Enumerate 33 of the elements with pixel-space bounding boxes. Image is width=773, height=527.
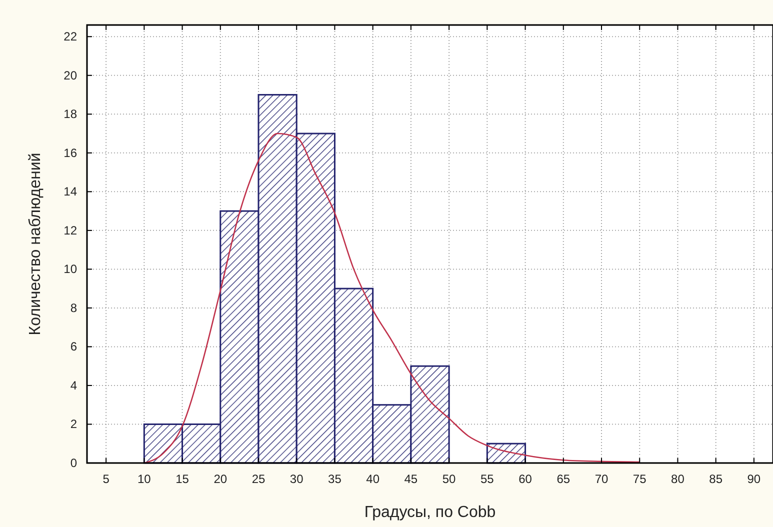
- x-tick-label: 55: [480, 472, 494, 486]
- x-tick-label: 65: [556, 472, 570, 486]
- y-tick-label: 6: [70, 340, 78, 354]
- x-tick-label: 35: [328, 472, 342, 486]
- x-tick-label: 80: [671, 472, 685, 486]
- y-tick-label: 16: [64, 146, 78, 160]
- y-tick-label: 2: [70, 417, 78, 432]
- x-tick-label: 70: [594, 472, 608, 486]
- y-tick-label: 12: [64, 223, 78, 238]
- x-tick-label: 85: [709, 472, 723, 486]
- x-axis-title: Градусы, по Cobb: [364, 504, 496, 521]
- y-tick-label: 20: [64, 68, 78, 82]
- x-tick-label: 50: [442, 472, 456, 486]
- x-tick-label: 75: [632, 472, 647, 486]
- x-tick-label: 90: [747, 472, 761, 486]
- y-tick-label: 22: [64, 30, 78, 44]
- x-tick-label: 45: [404, 472, 418, 486]
- y-tick-label: 18: [64, 107, 78, 122]
- y-tick-label: 4: [70, 378, 78, 392]
- x-tick-label: 30: [290, 472, 304, 486]
- y-tick-label: 8: [70, 300, 78, 315]
- y-tick-label: 0: [70, 456, 78, 470]
- x-tick-label: 60: [518, 472, 532, 486]
- x-tick-label: 15: [176, 472, 190, 486]
- x-tick-label: 40: [366, 472, 380, 486]
- x-tick-label: 10: [137, 472, 152, 486]
- y-tick-label: 10: [64, 262, 78, 276]
- x-tick-label: 5: [102, 472, 110, 486]
- x-tick-label: 25: [252, 472, 266, 486]
- y-axis-title: Количество наблюдений: [27, 152, 44, 336]
- x-tick-label: 20: [214, 472, 228, 486]
- line-series: [144, 132, 640, 464]
- y-tick-label: 14: [64, 184, 78, 199]
